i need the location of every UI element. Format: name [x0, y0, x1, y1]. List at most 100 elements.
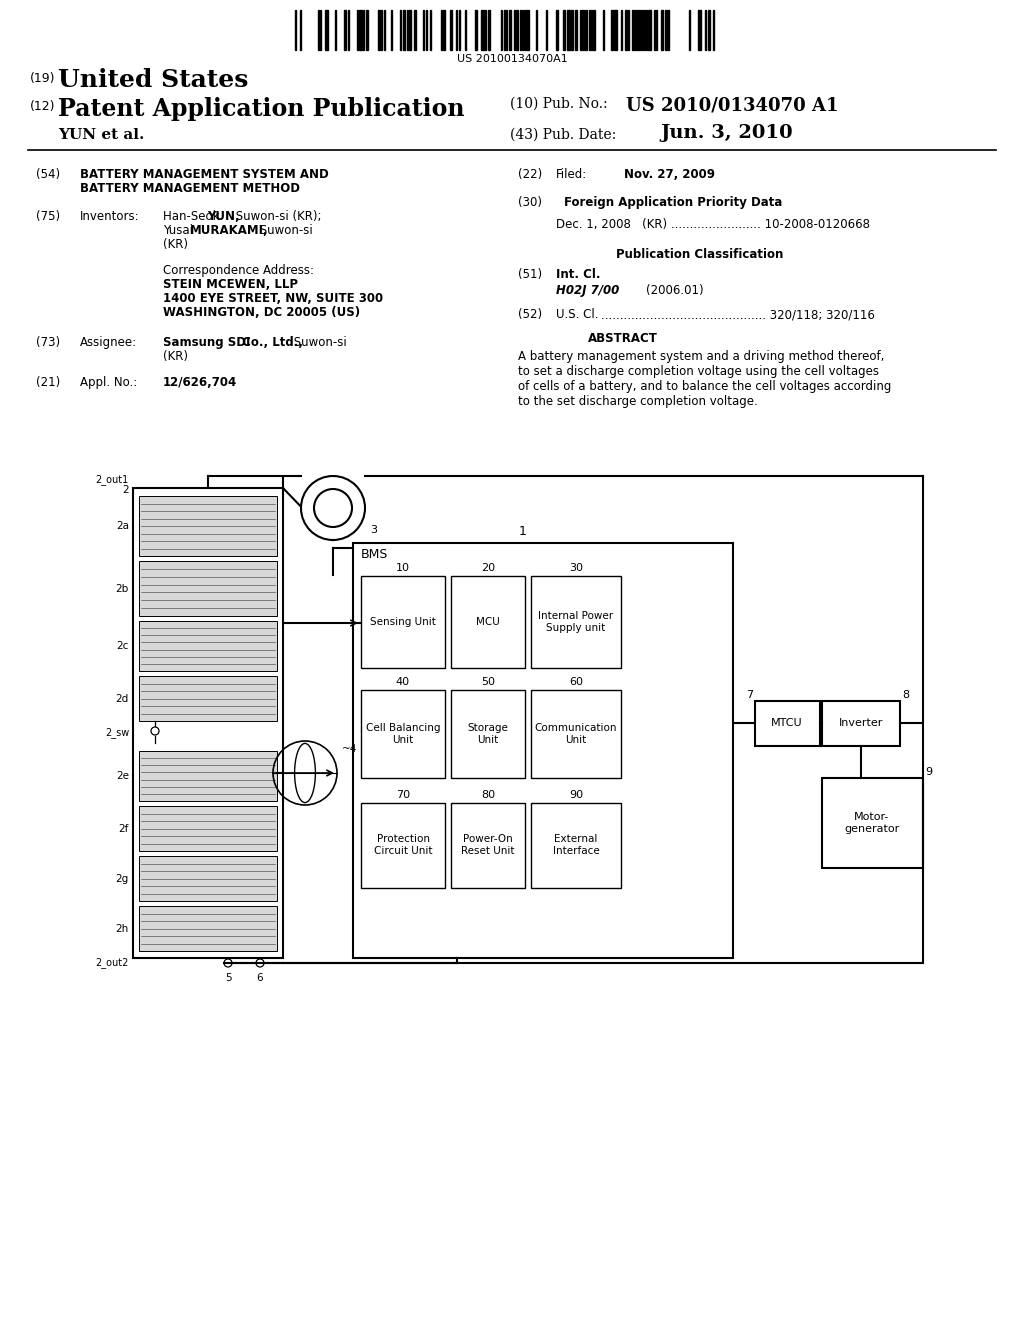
- Bar: [531, 690, 621, 777]
- Text: (73): (73): [36, 337, 60, 348]
- Text: 2b: 2b: [116, 583, 129, 594]
- Text: (51): (51): [518, 268, 542, 281]
- Text: (43) Pub. Date:: (43) Pub. Date:: [510, 128, 616, 143]
- Text: Cell Balancing
Unit: Cell Balancing Unit: [366, 723, 440, 744]
- Text: (19): (19): [30, 73, 55, 84]
- Bar: [139, 807, 278, 851]
- Text: 3: 3: [370, 525, 377, 535]
- Text: Motor-
generator: Motor- generator: [845, 812, 900, 834]
- Text: 50: 50: [481, 677, 495, 686]
- Text: Patent Application Publication: Patent Application Publication: [58, 96, 465, 121]
- Bar: [139, 906, 278, 950]
- Text: US 2010/0134070 A1: US 2010/0134070 A1: [626, 96, 839, 115]
- Text: 8: 8: [902, 690, 909, 700]
- Bar: [556, 11, 558, 50]
- Text: (12): (12): [30, 100, 55, 114]
- Text: Inverter: Inverter: [839, 718, 883, 729]
- Bar: [359, 11, 362, 50]
- Bar: [481, 11, 484, 50]
- Bar: [648, 11, 651, 50]
- Text: 9: 9: [925, 767, 932, 777]
- Bar: [344, 11, 346, 50]
- Bar: [378, 11, 380, 50]
- Text: United States: United States: [58, 69, 249, 92]
- Text: (KR): (KR): [163, 238, 188, 251]
- Bar: [567, 11, 570, 50]
- Bar: [593, 11, 595, 50]
- Text: MURAKAMI,: MURAKAMI,: [190, 224, 268, 238]
- Text: 2_out2: 2_out2: [95, 957, 129, 969]
- Bar: [822, 777, 923, 869]
- Text: Jun. 3, 2010: Jun. 3, 2010: [660, 124, 793, 143]
- Bar: [361, 690, 445, 777]
- Text: MCU: MCU: [476, 616, 500, 627]
- Bar: [526, 11, 529, 50]
- Text: 1: 1: [519, 525, 527, 539]
- Bar: [361, 576, 445, 668]
- Text: 7: 7: [745, 690, 753, 700]
- Text: Filed:: Filed:: [556, 168, 587, 181]
- Bar: [139, 676, 278, 721]
- Bar: [139, 620, 278, 671]
- Text: YUN et al.: YUN et al.: [58, 128, 144, 143]
- Bar: [662, 11, 663, 50]
- Bar: [475, 11, 477, 50]
- Bar: [139, 496, 278, 556]
- Text: Storage
Unit: Storage Unit: [468, 723, 509, 744]
- Text: Yusai: Yusai: [163, 224, 197, 238]
- Text: BATTERY MANAGEMENT SYSTEM AND: BATTERY MANAGEMENT SYSTEM AND: [80, 168, 329, 181]
- Text: 2c: 2c: [117, 642, 129, 651]
- Bar: [822, 701, 900, 746]
- Bar: [443, 11, 445, 50]
- Bar: [409, 11, 411, 50]
- Bar: [133, 488, 283, 958]
- Text: Nov. 27, 2009: Nov. 27, 2009: [624, 168, 715, 181]
- Bar: [325, 11, 328, 50]
- Bar: [632, 11, 634, 50]
- Text: A battery management system and a driving method thereof,
to set a discharge com: A battery management system and a drivin…: [518, 350, 891, 408]
- Circle shape: [301, 477, 365, 540]
- Text: H02J 7/00: H02J 7/00: [556, 284, 620, 297]
- Text: YUN,: YUN,: [207, 210, 240, 223]
- Bar: [708, 11, 710, 50]
- Text: Suwon-si: Suwon-si: [290, 337, 347, 348]
- Text: (2006.01): (2006.01): [646, 284, 703, 297]
- Text: (KR): (KR): [163, 350, 188, 363]
- Text: (21): (21): [36, 376, 60, 389]
- Text: ~4: ~4: [342, 744, 357, 754]
- Bar: [451, 690, 525, 777]
- Bar: [611, 11, 613, 50]
- Text: Appl. No.:: Appl. No.:: [80, 376, 137, 389]
- Text: U.S. Cl.: U.S. Cl.: [556, 308, 598, 321]
- Text: STEIN MCEWEN, LLP: STEIN MCEWEN, LLP: [163, 279, 298, 290]
- Bar: [451, 803, 525, 888]
- Text: External
Interface: External Interface: [553, 834, 599, 855]
- Text: Foreign Application Priority Data: Foreign Application Priority Data: [564, 195, 782, 209]
- Text: 2g: 2g: [116, 874, 129, 883]
- Text: Han-Seok: Han-Seok: [163, 210, 223, 223]
- Text: US 20100134070A1: US 20100134070A1: [457, 54, 567, 63]
- Bar: [488, 11, 490, 50]
- Text: (75): (75): [36, 210, 60, 223]
- Text: Dec. 1, 2008   (KR) ........................ 10-2008-0120668: Dec. 1, 2008 (KR) ......................…: [556, 218, 870, 231]
- Text: Protection
Circuit Unit: Protection Circuit Unit: [374, 834, 432, 855]
- Text: Assignee:: Assignee:: [80, 337, 137, 348]
- Text: Communication
Unit: Communication Unit: [535, 723, 617, 744]
- Text: 70: 70: [396, 789, 410, 800]
- Bar: [698, 11, 701, 50]
- Text: 2h: 2h: [116, 924, 129, 933]
- Text: 2f: 2f: [119, 824, 129, 833]
- Text: BATTERY MANAGEMENT METHOD: BATTERY MANAGEMENT METHOD: [80, 182, 300, 195]
- Text: 2e: 2e: [116, 771, 129, 781]
- Text: Correspondence Address:: Correspondence Address:: [163, 264, 314, 277]
- Bar: [575, 11, 577, 50]
- Bar: [139, 855, 278, 902]
- Bar: [755, 701, 820, 746]
- Text: 2_out1: 2_out1: [96, 475, 129, 486]
- Text: (54): (54): [36, 168, 60, 181]
- Text: 90: 90: [569, 789, 583, 800]
- Bar: [139, 561, 278, 616]
- Text: 40: 40: [396, 677, 410, 686]
- Bar: [665, 11, 667, 50]
- Text: 10: 10: [396, 564, 410, 573]
